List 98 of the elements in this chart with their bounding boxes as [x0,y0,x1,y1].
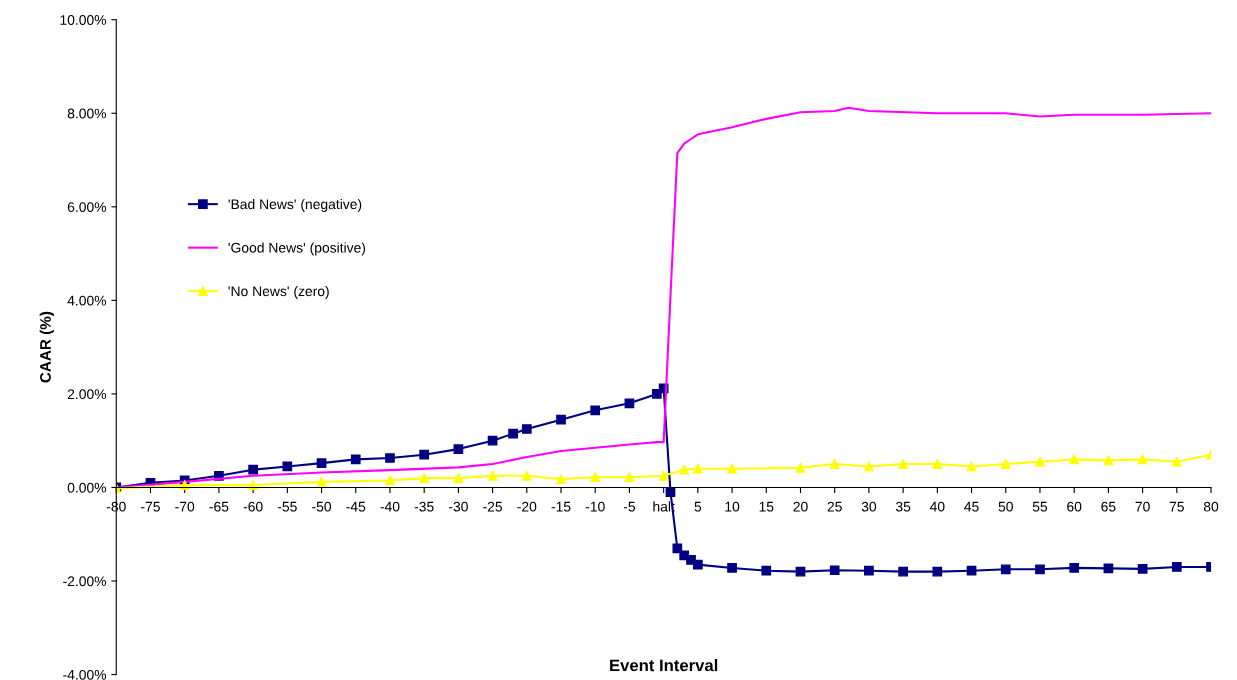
point [419,473,430,483]
x-tick-label: 20 [793,501,808,512]
x-tick-label: -65 [209,501,229,512]
point [1035,564,1045,575]
point [727,463,737,474]
x-tick-label: -55 [277,501,297,512]
point [556,474,566,484]
point [316,476,327,487]
point [556,414,566,425]
point [1137,454,1148,465]
point [385,475,395,486]
y-tick-label: -4.00% [63,669,107,680]
x-tick-label: -75 [141,501,160,512]
x-tick-label: -20 [517,501,537,512]
y-tick-label: 0.00% [67,482,107,493]
point [692,559,703,570]
point [932,566,943,577]
y-tick-label: -2.00% [63,576,107,587]
point [385,453,395,463]
y-tick-label: 8.00% [67,108,107,119]
point [487,470,498,481]
point [624,398,635,409]
x-tick-label: 10 [725,501,740,512]
y-tick-label: 4.00% [67,295,107,306]
point [1069,563,1080,573]
point [1103,455,1114,466]
y-tick-label: 6.00% [67,202,107,212]
x-tick-label: 15 [759,501,774,512]
x-tick-label: 80 [1203,501,1219,512]
point [453,473,464,483]
x-tick-label: -60 [243,501,263,512]
x-tick-label: -40 [380,501,400,512]
point [1171,456,1182,467]
point [248,464,258,475]
x-tick-label: 30 [861,501,877,512]
x-tick-label: 75 [1169,501,1184,512]
point [658,470,669,481]
point [487,435,498,446]
point [829,565,840,576]
x-axis-title: Event Interval [610,659,718,672]
point [1000,459,1011,469]
y-tick-label: 2.00% [67,389,107,400]
point [864,565,874,576]
point [1035,456,1045,467]
point [1000,564,1011,575]
point [521,470,532,481]
point [521,424,532,434]
point [864,461,874,472]
point [761,565,772,576]
point [932,459,943,469]
x-tick-label: -5 [623,501,636,512]
y-axis-title: CAAR (%) [39,311,54,383]
x-tick-label: 35 [895,501,911,512]
point [679,464,690,475]
x-tick-label: 40 [929,501,945,512]
point [590,472,601,483]
x-tick-label: 5 [694,501,702,512]
point [686,555,696,565]
point [727,563,737,573]
point [282,461,293,472]
point [590,405,601,416]
y-tick-label: 10.00% [60,15,107,25]
x-tick-label: 60 [1067,501,1082,512]
x-tick-label: 65 [1101,501,1116,512]
point [419,449,430,460]
point [350,454,361,465]
point [966,461,977,472]
point [966,565,977,576]
x-tick-label: -15 [551,501,571,512]
legend-label: 'Bad News' (negative) [228,198,362,212]
point [453,444,464,454]
x-tick-label: -70 [175,501,195,512]
point [1137,563,1148,574]
legend-label: 'No News' (zero) [228,285,329,299]
x-tick-label: -30 [448,501,468,512]
point [795,462,806,473]
point [692,463,703,474]
point [316,458,327,469]
x-tick-label: -50 [312,501,332,512]
x-tick-label: 70 [1135,501,1150,512]
point [829,459,840,469]
point [651,389,662,399]
x-tick-label: -10 [585,501,605,512]
point [795,566,806,577]
point [624,472,635,483]
x-tick-label: 50 [998,501,1013,512]
x-tick-label: -25 [483,501,503,512]
x-tick-label: 55 [1032,501,1048,512]
point [1069,454,1080,465]
x-tick-label: -45 [346,501,366,512]
point [898,459,908,469]
point [1171,562,1182,572]
point [898,566,908,577]
x-tick-label: -35 [414,501,434,512]
point [508,428,518,439]
legend-label: 'Good News' (positive) [228,242,366,256]
x-tick-label: 45 [964,501,979,512]
x-tick-label: 25 [827,501,842,512]
